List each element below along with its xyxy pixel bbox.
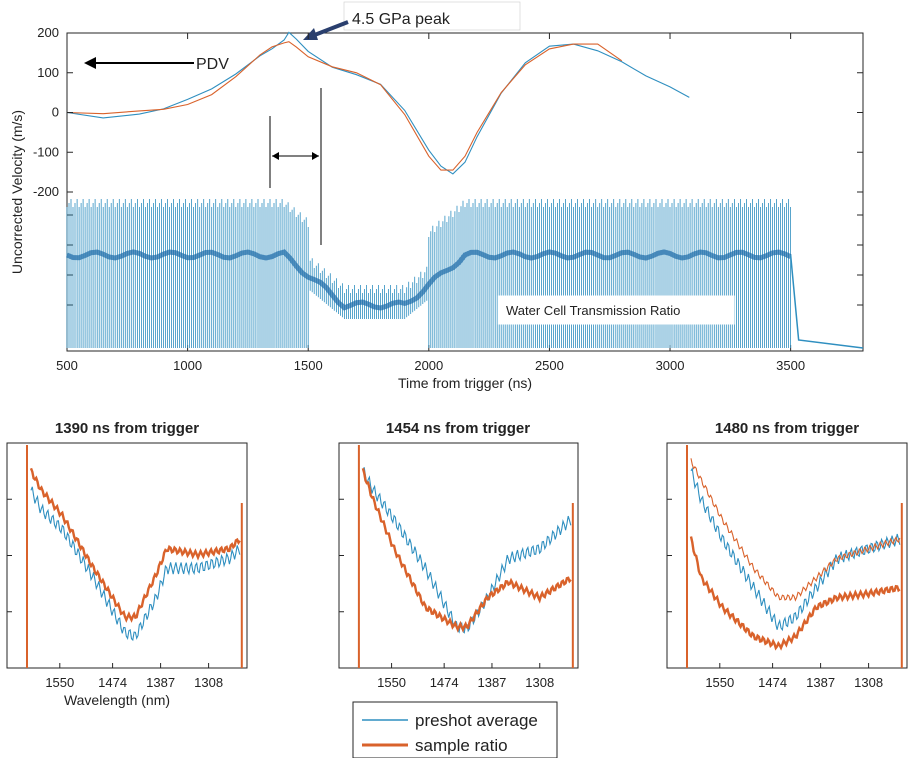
transmission-trace bbox=[66, 199, 864, 349]
legend: preshot average sample ratio bbox=[352, 701, 558, 758]
panel-1-xtick-label-2: 1387 bbox=[477, 675, 506, 690]
x-tick-label-5: 3000 bbox=[656, 358, 685, 373]
panel-0-xtick-label-0: 1550 bbox=[45, 675, 74, 690]
top-ylabel: Uncorrected Velocity (m/s) bbox=[9, 110, 25, 274]
panel-frame-0 bbox=[6, 442, 248, 669]
panel-2-series-0 bbox=[690, 466, 901, 632]
panel-0-series-0 bbox=[30, 486, 241, 642]
pdv-annotation: PDV bbox=[84, 56, 229, 73]
legend-label-preshot: preshot average bbox=[415, 711, 538, 730]
panel-2-xtick-label-3: 1308 bbox=[854, 675, 883, 690]
panel-2-xtick-label-0: 1550 bbox=[705, 675, 734, 690]
legend-label-sample: sample ratio bbox=[415, 736, 508, 755]
transmission-label: Water Cell Transmission Ratio bbox=[506, 303, 680, 318]
y-tick-label-0: 200 bbox=[37, 25, 59, 40]
transmission-label-box bbox=[497, 295, 735, 325]
top-series-group bbox=[66, 31, 690, 175]
panel-frame-1 bbox=[338, 442, 579, 669]
x-tick-label-0: 500 bbox=[56, 358, 78, 373]
y-tick-label-1: 100 bbox=[37, 65, 59, 80]
x-tick-label-6: 3500 bbox=[776, 358, 805, 373]
panel-1-xtick-label-0: 1550 bbox=[377, 675, 406, 690]
peak-annotation-text: 4.5 GPa peak bbox=[352, 11, 451, 28]
top-ticks-group: 500 1000 1500 2000 2500 3000 35002001000-100-2… bbox=[33, 25, 863, 373]
y-tick-label-2: 0 bbox=[52, 105, 59, 120]
peak-annotation: 4.5 GPa peak bbox=[303, 1, 521, 40]
top-xlabel: Time from trigger (ns) bbox=[398, 375, 532, 391]
panel-2-series-1 bbox=[689, 536, 901, 651]
panel-title-1: 1454 ns from trigger bbox=[386, 420, 530, 437]
y-tick-label-4: -200 bbox=[33, 184, 59, 199]
panel-title-0: 1390 ns from trigger bbox=[55, 420, 199, 437]
panel-2-xtick-label-2: 1387 bbox=[806, 675, 835, 690]
x-tick-label-1: 1000 bbox=[173, 358, 202, 373]
transmission-dropoff bbox=[789, 254, 864, 349]
panel-0-xtick-label-3: 1308 bbox=[194, 675, 223, 690]
transmission-oscillation bbox=[66, 199, 791, 348]
y-tick-label-3: -100 bbox=[33, 144, 59, 159]
panel-1-series-1 bbox=[361, 467, 572, 633]
panel-frame-2 bbox=[666, 442, 908, 669]
panel-2-xtick-label-1: 1474 bbox=[758, 675, 787, 690]
pdv-annotation-text: PDV bbox=[196, 56, 229, 73]
legend-box bbox=[352, 701, 558, 758]
transmission-mean bbox=[66, 249, 792, 311]
panel-title-2: 1480 ns from trigger bbox=[715, 420, 859, 437]
panel-0-xtick-label-2: 1387 bbox=[146, 675, 175, 690]
panel-2-series-2 bbox=[690, 458, 901, 602]
panel-1-xtick-label-1: 1474 bbox=[430, 675, 459, 690]
panel-0-series-1 bbox=[29, 467, 241, 623]
velocity-series-line-0 bbox=[66, 31, 690, 175]
panel-1-xtick-label-3: 1308 bbox=[525, 675, 554, 690]
velocity-series-line-1 bbox=[66, 41, 623, 171]
panel-0-xlabel: Wavelength (nm) bbox=[64, 692, 170, 708]
x-tick-label-2: 1500 bbox=[294, 358, 323, 373]
bottom-panels: 1390 ns from trigger 1550 1474 1387 1308 Wave… bbox=[6, 420, 908, 708]
x-tick-label-3: 2000 bbox=[414, 358, 443, 373]
x-tick-label-4: 2500 bbox=[535, 358, 564, 373]
delay-annotation bbox=[269, 88, 322, 245]
panel-0-xtick-label-1: 1474 bbox=[98, 675, 127, 690]
